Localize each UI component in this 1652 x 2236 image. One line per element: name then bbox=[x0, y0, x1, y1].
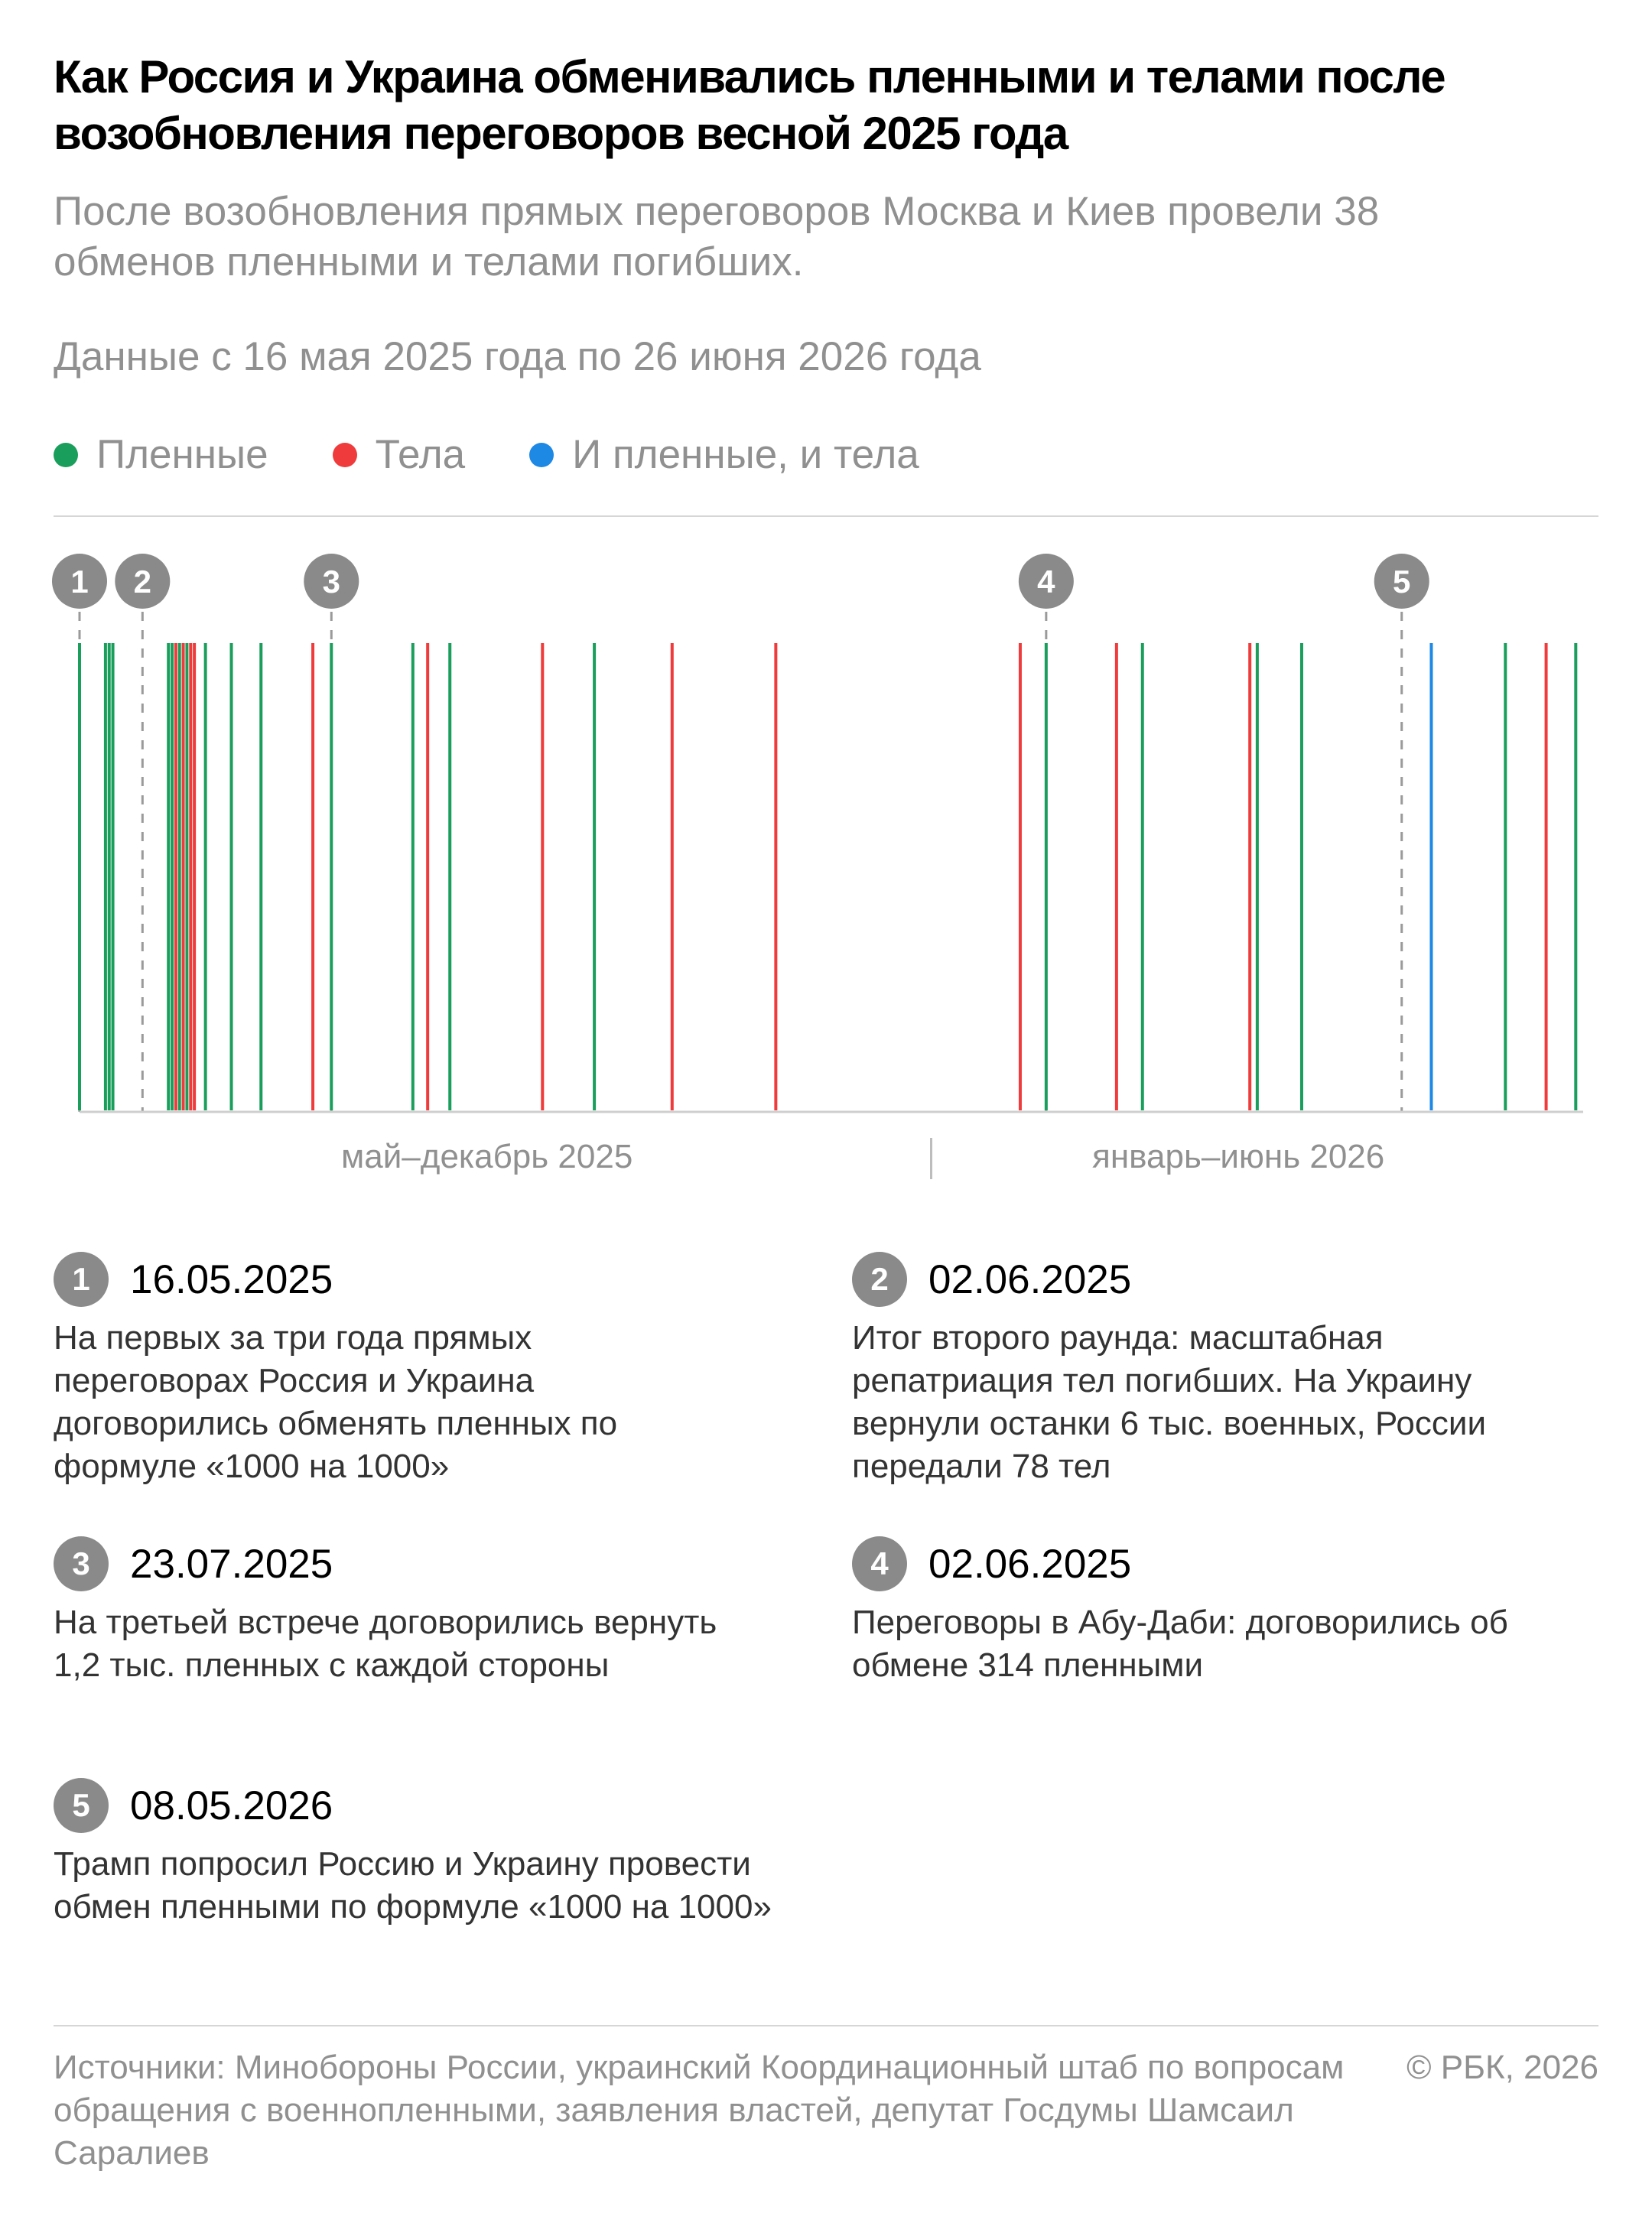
marker-badge-3: 3 bbox=[304, 554, 359, 609]
bottom-divider bbox=[54, 2025, 1598, 2026]
subtitle: После возобновления прямых переговоров М… bbox=[54, 189, 1380, 284]
events-layer bbox=[78, 643, 1578, 1110]
marker-badge-4: 4 bbox=[1018, 554, 1074, 609]
note-text: Переговоры в Абу-Даби: договорились об о… bbox=[852, 1604, 1508, 1684]
legend-dot-red-icon bbox=[332, 443, 357, 467]
marker-circle bbox=[1018, 554, 1074, 609]
note-badge: 5 bbox=[54, 1778, 109, 1833]
note-text: Итог второго раунда: масштабная репатриа… bbox=[852, 1319, 1487, 1485]
top-divider bbox=[54, 515, 1598, 517]
note-date: 23.07.2025 bbox=[130, 1541, 333, 1587]
note-5: 5 08.05.2026 Трамп попросил Россию и Укр… bbox=[54, 1777, 788, 1929]
note-text: Трамп попросил Россию и Украину провести… bbox=[54, 1845, 772, 1926]
legend-item-bodies: Тела bbox=[332, 430, 466, 480]
note-3: 3 23.07.2025 На третьей встрече договори… bbox=[54, 1536, 757, 1687]
note-date: 16.05.2025 bbox=[130, 1256, 333, 1302]
marker-circle bbox=[52, 554, 107, 609]
marker-badge-2: 2 bbox=[115, 554, 171, 609]
date-range: Данные с 16 мая 2025 года по 26 июня 202… bbox=[54, 334, 981, 379]
note-date: 02.06.2025 bbox=[928, 1541, 1132, 1587]
legend-dot-blue-icon bbox=[529, 443, 554, 467]
note-badge: 4 bbox=[852, 1536, 907, 1591]
marker-badges: 1 2 3 4 5 bbox=[52, 554, 1429, 609]
copyright-text: © РБК, 2026 bbox=[1406, 2049, 1598, 2086]
note-1: 1 16.05.2025 На первых за три года прямы… bbox=[54, 1251, 711, 1488]
legend-label: И пленные, и тела bbox=[572, 432, 919, 477]
period-separator bbox=[930, 1138, 932, 1179]
note-text: На третьей встрече договорились вернуть … bbox=[54, 1604, 717, 1684]
legend-label: Пленные bbox=[96, 432, 268, 477]
marker-badge-5: 5 bbox=[1374, 554, 1429, 609]
marker-circle bbox=[1374, 554, 1429, 609]
period-label-2026: январь–июнь 2026 bbox=[1092, 1138, 1385, 1175]
legend: Пленные Тела И пленные, и тела bbox=[54, 430, 984, 480]
period-label-2025: май–декабрь 2025 bbox=[341, 1138, 633, 1175]
legend-item-both: И пленные, и тела bbox=[529, 430, 919, 480]
note-date: 08.05.2026 bbox=[130, 1783, 333, 1828]
marker-label: 5 bbox=[1393, 564, 1410, 600]
note-4: 4 02.06.2025 Переговоры в Абу-Даби: дого… bbox=[852, 1536, 1586, 1687]
marker-label: 2 bbox=[134, 564, 151, 600]
page-title: Как Россия и Украина обменивались пленны… bbox=[54, 51, 1446, 159]
note-date: 02.06.2025 bbox=[928, 1256, 1132, 1302]
note-badge: 3 bbox=[54, 1536, 109, 1591]
marker-circle bbox=[304, 554, 359, 609]
marker-circle bbox=[115, 554, 171, 609]
marker-badge-1: 1 bbox=[52, 554, 107, 609]
marker-label: 4 bbox=[1037, 564, 1055, 600]
sources-text: Источники: Минобороны России, украинский… bbox=[54, 2049, 1345, 2172]
marker-label: 1 bbox=[70, 564, 88, 600]
note-badge: 2 bbox=[852, 1252, 907, 1307]
markers-layer bbox=[78, 612, 1403, 1112]
legend-dot-green-icon bbox=[54, 443, 78, 467]
marker-label: 3 bbox=[323, 564, 340, 600]
legend-label: Тела bbox=[375, 432, 466, 477]
note-badge: 1 bbox=[54, 1252, 109, 1307]
timeline-chart: 1 2 3 4 5 bbox=[52, 554, 1583, 1113]
note-2: 2 02.06.2025 Итог второго раунда: масшта… bbox=[852, 1251, 1586, 1488]
legend-item-prisoners: Пленные bbox=[54, 430, 268, 480]
note-text: На первых за три года прямых переговорах… bbox=[54, 1319, 618, 1485]
